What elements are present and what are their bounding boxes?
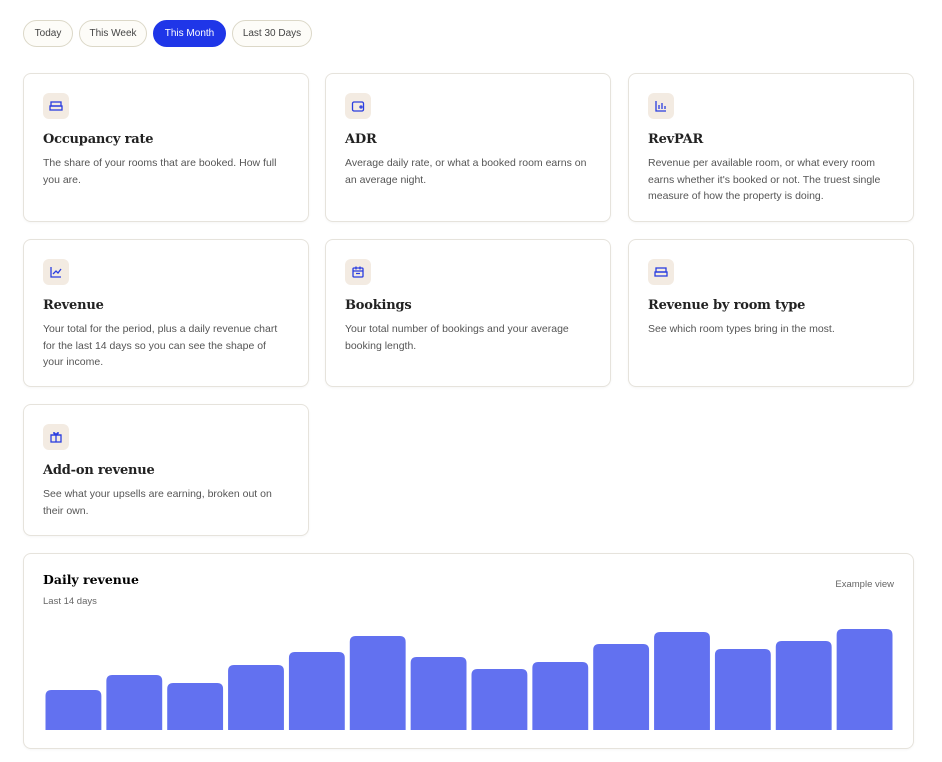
card-description: Your total number of bookings and your a… xyxy=(345,323,569,352)
card-title: Revenue xyxy=(43,298,104,313)
card-title: Revenue by room type xyxy=(648,298,806,313)
chart-card: Daily revenue Last 14 days Example view xyxy=(23,553,914,749)
bar xyxy=(593,644,650,730)
tab[interactable]: This Week xyxy=(79,20,147,47)
card-title: Add-on revenue xyxy=(43,463,155,478)
bar xyxy=(228,665,284,730)
card-title: ADR xyxy=(345,132,377,147)
icon xyxy=(43,93,69,119)
icon xyxy=(345,259,371,285)
chart-subtitle: Last 14 days xyxy=(43,596,97,607)
bar xyxy=(775,641,832,730)
annotation: Example view xyxy=(835,579,894,590)
card-title: Occupancy rate xyxy=(43,132,154,147)
card[interactable]: Add-on revenue See what your upsells are… xyxy=(23,404,309,536)
bar xyxy=(288,652,345,730)
card[interactable]: ADR Average daily rate, or what a booked… xyxy=(325,73,611,222)
icon xyxy=(648,93,674,119)
card-description: The share of your rooms that are booked.… xyxy=(43,157,277,186)
chart: Daily revenue Last 14 days Example view xyxy=(43,572,894,730)
tab[interactable]: Today xyxy=(23,20,73,47)
tab[interactable]: This Month xyxy=(153,20,226,47)
bar xyxy=(45,690,102,730)
card[interactable]: Revenue Your total for the period, plus … xyxy=(23,239,309,387)
bar xyxy=(532,662,589,730)
card-description: Revenue per available room, or what ever… xyxy=(648,157,881,202)
card-description: Average daily rate, or what a booked roo… xyxy=(345,157,587,186)
bar xyxy=(410,657,467,730)
card-title: RevPAR xyxy=(648,132,704,147)
bar xyxy=(714,649,771,730)
tab[interactable]: Last 30 Days xyxy=(232,20,312,47)
icon xyxy=(43,259,69,285)
bar xyxy=(836,629,893,730)
icon xyxy=(345,93,371,119)
bar xyxy=(167,683,224,730)
card-description: See which room types bring in the most. xyxy=(648,323,835,335)
bar xyxy=(654,632,710,730)
icon xyxy=(43,424,69,450)
bar xyxy=(471,669,528,730)
icon xyxy=(648,259,674,285)
card-description: Your total for the period, plus a daily … xyxy=(43,323,278,368)
card[interactable]: Occupancy rate The share of your rooms t… xyxy=(23,73,309,222)
card[interactable]: Revenue by room type See which room type… xyxy=(628,239,914,387)
card-title: Bookings xyxy=(345,298,412,313)
card[interactable]: RevPAR Revenue per available room, or wh… xyxy=(628,73,914,222)
bar xyxy=(106,675,163,730)
chart-title: Daily revenue xyxy=(43,572,139,587)
card[interactable]: Bookings Your total number of bookings a… xyxy=(325,239,611,387)
bar xyxy=(349,636,406,730)
card-description: See what your upsells are earning, broke… xyxy=(43,488,272,517)
